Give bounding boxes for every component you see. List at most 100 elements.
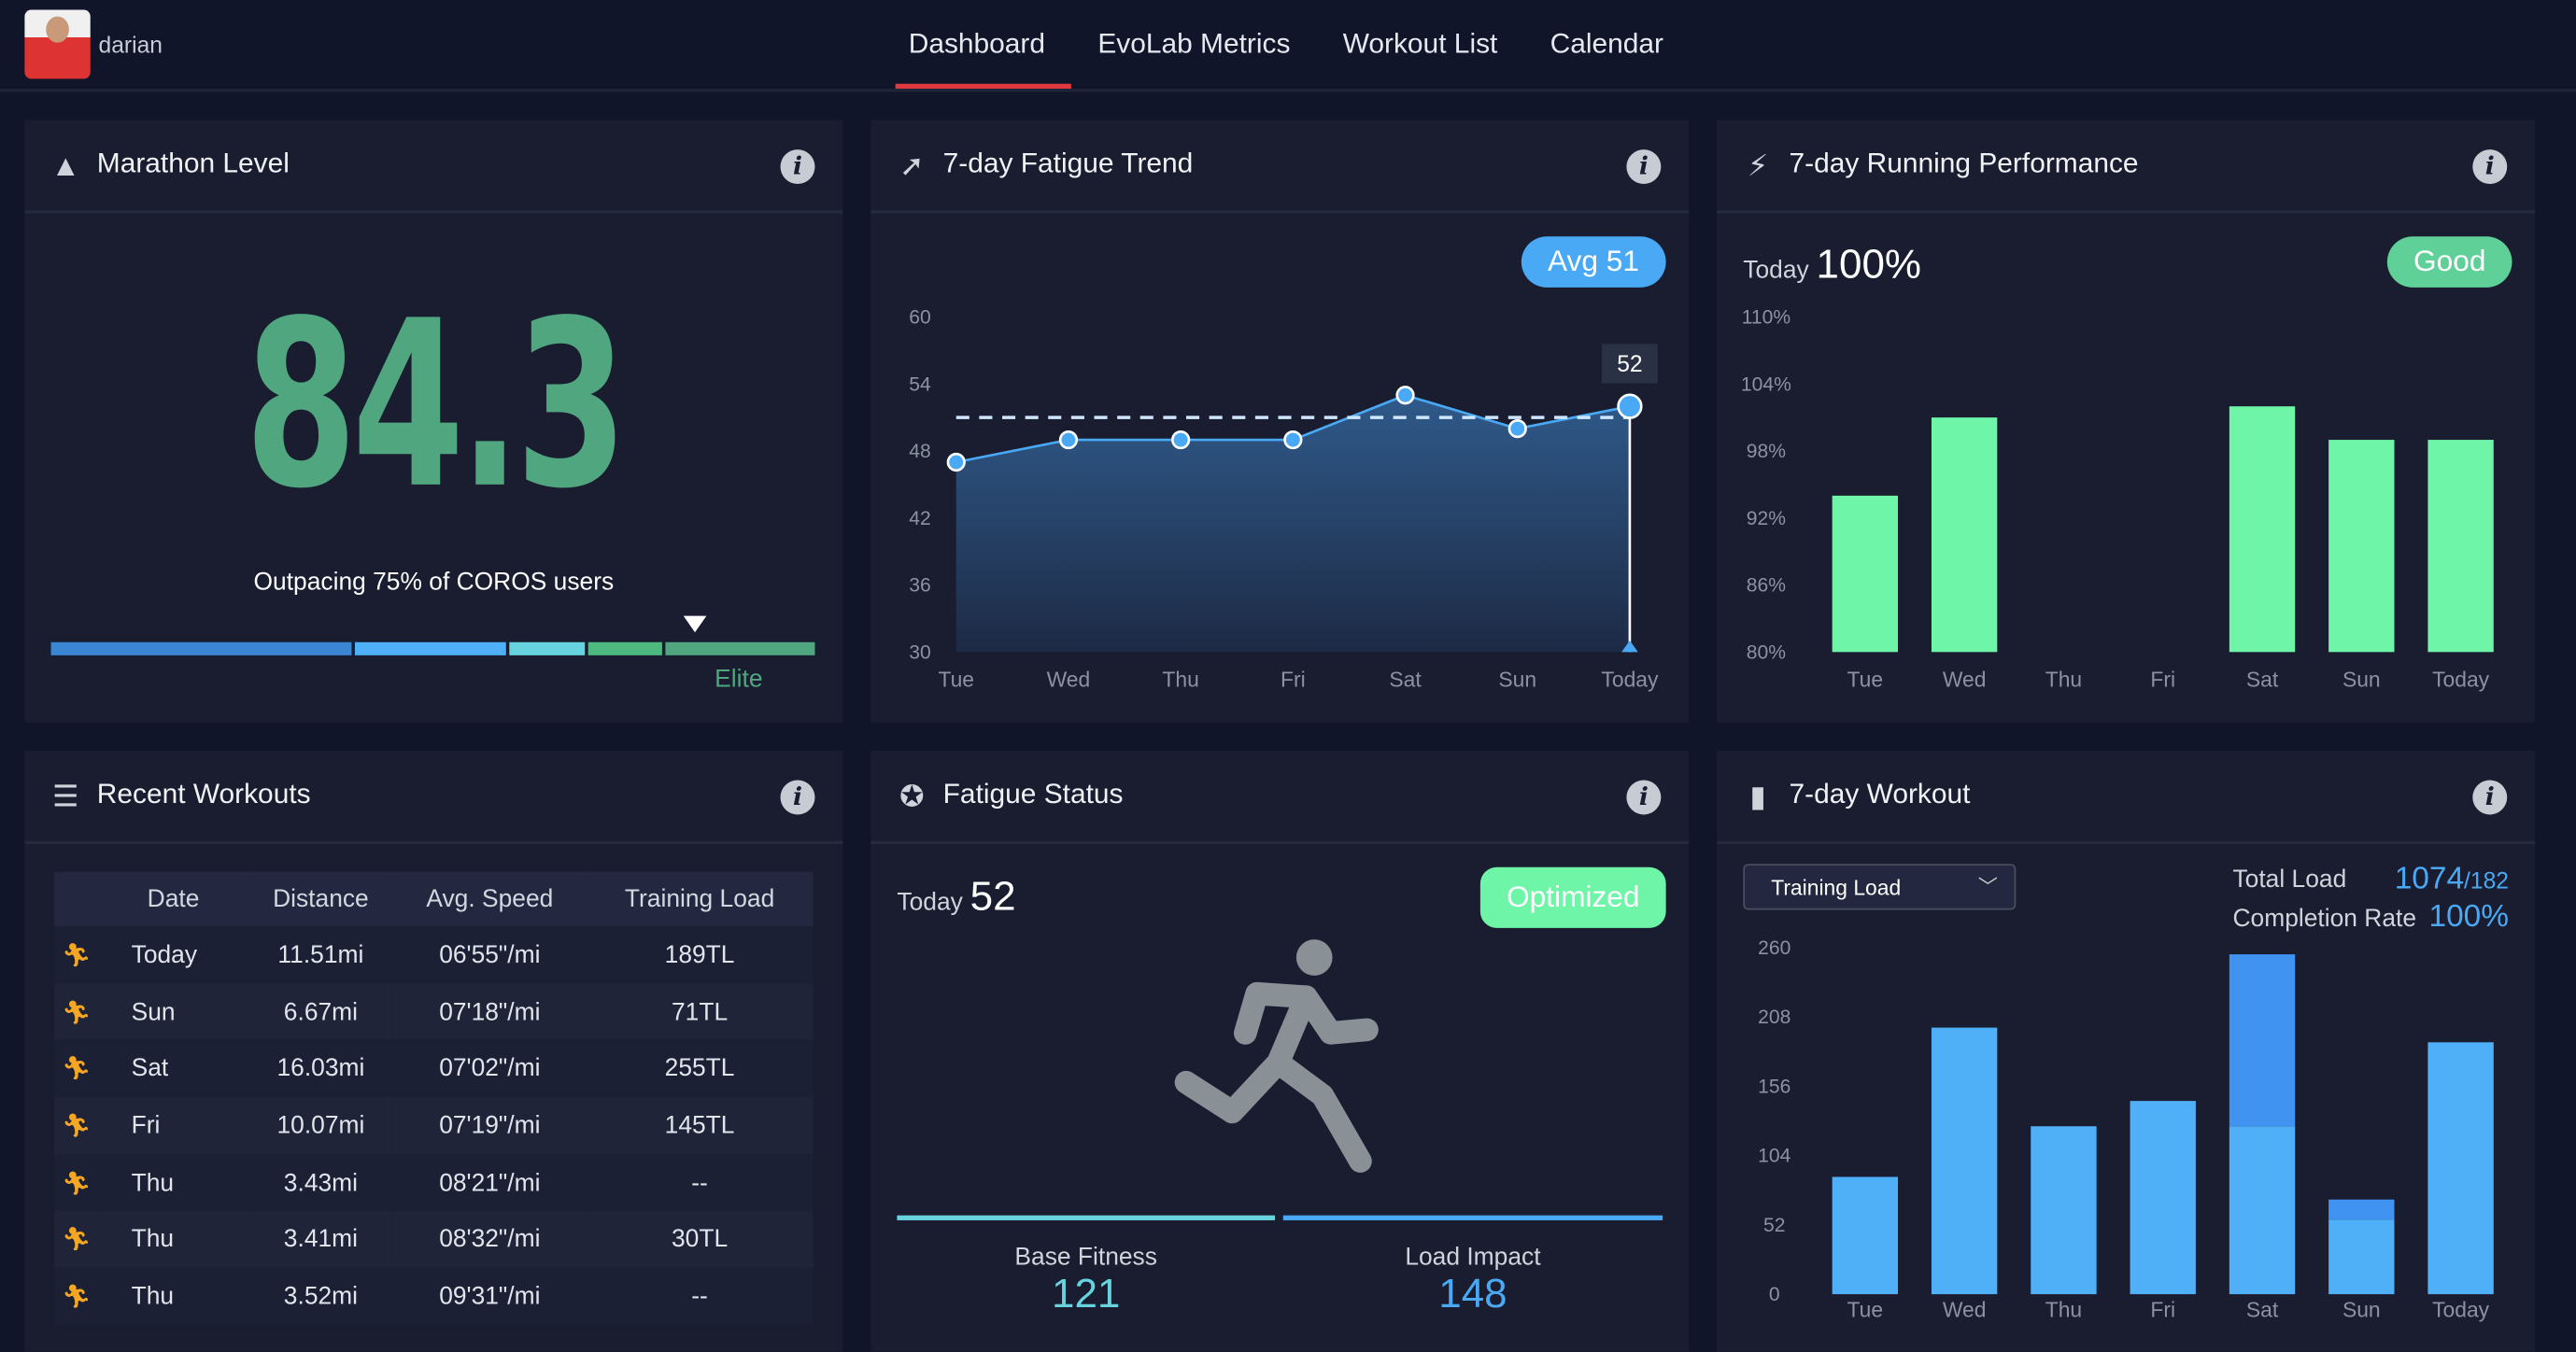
list-icon: ☰: [52, 780, 79, 813]
completion-wrap: 100%: [2428, 900, 2509, 937]
total-load-label: Total Load: [2232, 865, 2347, 894]
total-load-target: /182: [2464, 866, 2509, 894]
x-tick-label: Fri: [1281, 667, 1306, 691]
area-fill: [955, 395, 1630, 653]
performance-chart: 110% 104% 98% 92% 86% 80% Tue Wed Thu Fri Sat Sun To…: [1741, 307, 2494, 691]
tab-workout-list[interactable]: Workout List: [1342, 27, 1498, 60]
table-cell: Thu: [98, 1154, 248, 1212]
x-tick-label: Wed: [1943, 667, 1987, 691]
table-cell: 16.03mi: [248, 1040, 394, 1098]
table-cell: 08'32"/mi: [393, 1211, 587, 1269]
table-cell: 3.52mi: [248, 1268, 394, 1326]
runner-icon: [1174, 939, 1379, 1173]
info-icon[interactable]: i: [2472, 149, 2508, 185]
table-row[interactable]: 🏃︎ Fri 10.07mi 07'19"/mi 145TL: [54, 1097, 814, 1155]
table-row[interactable]: 🏃︎ Thu 3.41mi 08'32"/mi 30TL: [54, 1211, 814, 1269]
x-tick-label: Sun: [2342, 667, 2381, 691]
metric-select-value: Training Load: [1771, 875, 1902, 900]
data-point: [1283, 430, 1303, 450]
total-load-value: 1074: [2394, 862, 2465, 897]
data-point: [1171, 430, 1191, 450]
table-cell: 08'21"/mi: [393, 1154, 587, 1212]
y-tick-label: 104: [1758, 1146, 1790, 1167]
username[interactable]: darian: [98, 31, 163, 58]
table-cell: 145TL: [586, 1097, 814, 1155]
y-tick-label: 260: [1758, 937, 1790, 959]
running-icon: 🏃︎: [62, 1225, 92, 1252]
running-icon: 🏃︎: [62, 940, 92, 967]
table-row[interactable]: 🏃︎ Thu 3.52mi 09'31"/mi --: [54, 1268, 814, 1326]
metric-select[interactable]: Training Load ﹀: [1743, 864, 2017, 910]
bar-segment: [2229, 954, 2296, 1127]
table-cell: Sun: [98, 983, 248, 1041]
activity-type: 🏃︎: [54, 1154, 99, 1212]
recent-workouts-card: ☰ Recent Workouts i Date Distance Avg. Speed…: [24, 750, 843, 1352]
y-tick-label: 208: [1758, 1007, 1790, 1028]
load-impact-label: Load Impact: [1405, 1243, 1541, 1272]
table-row[interactable]: 🏃︎ Today 11.51mi 06'55"/mi 189TL: [54, 926, 814, 984]
column-header: Distance: [248, 872, 394, 927]
running-performance-card: ⚡ 7-day Running Performance i Today 100% G…: [1717, 120, 2536, 723]
table-cell: 10.07mi: [248, 1097, 394, 1155]
bar-segment: [1931, 1027, 1998, 1295]
info-icon[interactable]: i: [1626, 780, 1662, 815]
cone-icon: ▲: [50, 149, 81, 183]
x-tick-label: Sun: [1498, 667, 1536, 691]
x-tick-label: Thu: [2045, 667, 2082, 691]
tab-calendar[interactable]: Calendar: [1550, 27, 1664, 60]
workout-card: ▮ 7-day Workout i Training Load ﹀ Total Loa…: [1717, 750, 2536, 1352]
load-impact: Load Impact 148: [1283, 1244, 1663, 1319]
load-impact-value: 148: [1438, 1271, 1507, 1317]
table-row[interactable]: 🏃︎ Sat 16.03mi 07'02"/mi 255TL: [54, 1040, 814, 1098]
today-value: 52: [970, 873, 1016, 921]
tab-dashboard[interactable]: Dashboard: [883, 0, 1072, 89]
base-fitness-label: Base Fitness: [1014, 1243, 1157, 1272]
avg-badge: Avg 51: [1521, 236, 1666, 288]
tab-evolab-metrics[interactable]: EvoLab Metrics: [1097, 27, 1291, 60]
bar: [2328, 440, 2395, 653]
data-point: [1058, 430, 1079, 450]
completion-rate: Completion Rate: [2232, 905, 2416, 935]
completion-rate-value: 100%: [2428, 899, 2509, 935]
table-cell: --: [586, 1154, 814, 1212]
y-tick-label: 80%: [1747, 641, 1786, 663]
card-title: Fatigue Status: [942, 778, 1124, 810]
info-icon[interactable]: i: [780, 149, 815, 185]
table-row[interactable]: 🏃︎ Sun 6.67mi 07'18"/mi 71TL: [54, 983, 814, 1041]
table-cell: 6.67mi: [248, 983, 394, 1041]
workout-chart: 260 208 156 104 52 0 Tue Wed Thu Fri Sat Sun Today: [1758, 937, 2494, 1322]
level-bar: [50, 641, 815, 655]
running-icon: 🏃︎: [62, 997, 92, 1024]
table-cell: Fri: [98, 1097, 248, 1155]
table-row[interactable]: 🏃︎ Thu 3.43mi 08'21"/mi --: [54, 1154, 814, 1212]
tooltip-box: [1602, 344, 1658, 384]
running-icon: 🏃︎: [62, 1168, 92, 1195]
x-tick-label: Sat: [2246, 1298, 2279, 1322]
table-cell: 189TL: [586, 926, 814, 984]
lightning-icon: ⚡: [1747, 149, 1769, 183]
info-icon[interactable]: i: [2472, 780, 2508, 815]
col-icon: [54, 872, 99, 927]
x-tick-label: Sat: [1389, 667, 1422, 691]
x-tick-label: Thu: [2045, 1298, 2082, 1322]
marathon-level-value: 84.3: [245, 272, 628, 541]
avatar[interactable]: [24, 9, 91, 79]
data-point: [1507, 418, 1527, 439]
y-tick-label: 48: [909, 441, 930, 462]
y-tick-label: 0: [1769, 1284, 1780, 1305]
info-icon[interactable]: i: [780, 780, 815, 815]
info-icon[interactable]: i: [1626, 149, 1662, 185]
fatigue-icon: ✪: [899, 780, 925, 813]
activity-type: 🏃︎: [54, 1211, 99, 1269]
table-cell: Thu: [98, 1268, 248, 1326]
bar-segment: [2328, 1219, 2395, 1295]
today-value: 100%: [1816, 241, 1922, 288]
x-tick-label: Wed: [1047, 667, 1091, 691]
x-tick-label: Tue: [1847, 1298, 1884, 1322]
table-cell: 3.41mi: [248, 1211, 394, 1269]
table-cell: 255TL: [586, 1040, 814, 1098]
table-cell: Sat: [98, 1040, 248, 1098]
card-title: Marathon Level: [96, 148, 290, 179]
table-cell: 30TL: [586, 1211, 814, 1269]
column-header: Avg. Speed: [393, 872, 587, 927]
